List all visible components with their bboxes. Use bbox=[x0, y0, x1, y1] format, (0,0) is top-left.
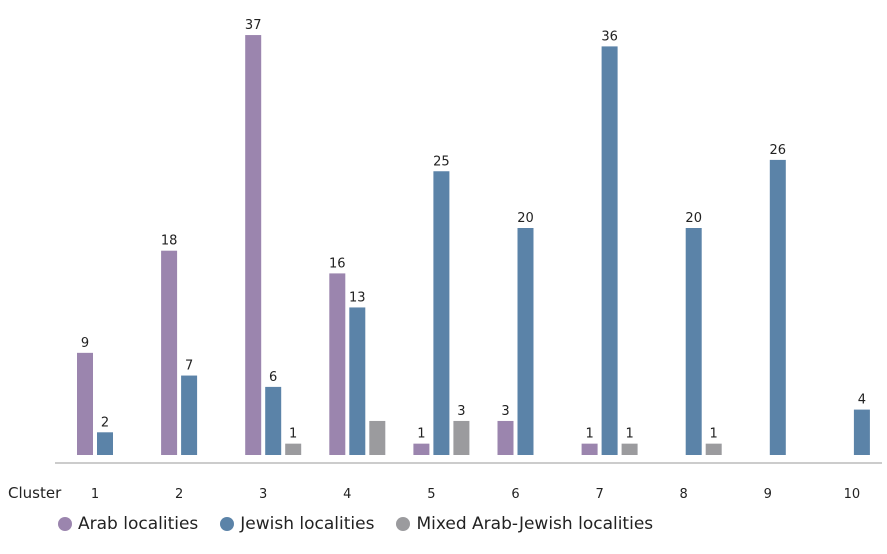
x-tick-label: 8 bbox=[680, 487, 688, 502]
data-label: 1 bbox=[585, 427, 593, 442]
bar bbox=[497, 420, 514, 455]
x-tick-label: 9 bbox=[764, 487, 772, 502]
legend-dot-icon bbox=[58, 517, 72, 531]
data-label: 3 bbox=[501, 404, 509, 419]
data-label: 1 bbox=[710, 427, 718, 442]
bar bbox=[413, 443, 430, 455]
legend-item: Mixed Arab-Jewish localities bbox=[396, 514, 653, 534]
legend-item: Jewish localities bbox=[220, 514, 374, 534]
bar bbox=[621, 443, 638, 455]
bar bbox=[77, 352, 93, 455]
x-tick-label: 3 bbox=[259, 487, 267, 502]
bar bbox=[369, 420, 386, 455]
bar bbox=[601, 46, 618, 456]
data-label: 20 bbox=[517, 211, 534, 226]
legend: Arab localities Jewish localities Mixed Ar… bbox=[58, 514, 675, 534]
x-tick-label: 6 bbox=[511, 487, 519, 502]
x-tick-label: 2 bbox=[175, 487, 183, 502]
legend-label: Jewish localities bbox=[240, 514, 375, 534]
x-tick-label: 5 bbox=[427, 487, 435, 502]
bar bbox=[329, 273, 346, 455]
legend-dot-icon bbox=[396, 517, 411, 531]
bar bbox=[349, 307, 366, 455]
bar bbox=[97, 432, 113, 455]
bar bbox=[685, 228, 702, 455]
data-label: 2 bbox=[101, 415, 109, 430]
legend-label: Mixed Arab-Jewish localities bbox=[416, 514, 654, 534]
data-label: 4 bbox=[858, 393, 866, 408]
x-tick-label: 4 bbox=[343, 487, 351, 502]
data-label: 20 bbox=[685, 211, 702, 226]
bar bbox=[581, 443, 598, 455]
bar bbox=[453, 420, 470, 455]
data-label: 26 bbox=[770, 143, 787, 158]
x-tick-label: 10 bbox=[844, 487, 861, 502]
x-axis-title: Cluster bbox=[8, 484, 62, 502]
data-label: 13 bbox=[349, 290, 366, 305]
bar bbox=[161, 250, 178, 455]
data-label: 7 bbox=[185, 359, 193, 374]
bars-layer bbox=[77, 35, 870, 456]
data-label: 6 bbox=[269, 370, 277, 385]
bar bbox=[265, 386, 282, 455]
data-label: 37 bbox=[245, 18, 262, 33]
legend-item: Arab localities bbox=[58, 514, 198, 534]
data-label: 1 bbox=[625, 427, 633, 442]
data-label: 3 bbox=[457, 404, 465, 419]
bar bbox=[853, 409, 870, 455]
value-labels-layer: 9 2 18 7 37 6 1 16 13 1 25 3 3 20 1 36 1 20 1 26 4 bbox=[81, 18, 866, 442]
data-label: 1 bbox=[417, 427, 425, 442]
data-label: 1 bbox=[289, 427, 297, 442]
bar bbox=[517, 228, 534, 455]
bar bbox=[769, 159, 786, 455]
x-tick-labels: 1 2 3 4 5 6 7 8 9 10 bbox=[91, 487, 860, 502]
data-label: 18 bbox=[161, 234, 178, 249]
bar bbox=[705, 443, 722, 455]
data-label: 16 bbox=[329, 256, 346, 271]
data-label: 9 bbox=[81, 336, 89, 351]
data-label: 25 bbox=[433, 154, 450, 169]
bar bbox=[285, 443, 302, 455]
data-label: 36 bbox=[601, 29, 618, 44]
x-tick-label: 7 bbox=[595, 487, 603, 502]
legend-dot-icon bbox=[220, 517, 235, 531]
bar bbox=[181, 375, 198, 455]
legend-label: Arab localities bbox=[78, 514, 199, 534]
bar bbox=[245, 35, 262, 456]
x-tick-label: 1 bbox=[91, 487, 99, 502]
bar bbox=[433, 171, 450, 455]
